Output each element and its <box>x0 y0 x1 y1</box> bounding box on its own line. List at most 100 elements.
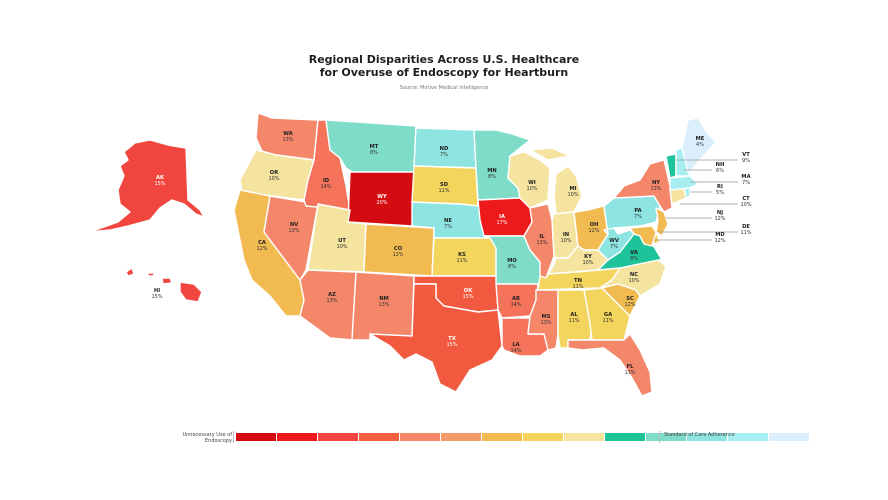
state-AZ[interactable] <box>299 269 357 341</box>
state-label-nv: NV <box>290 222 298 228</box>
state-label-ok: OK <box>464 288 473 294</box>
state-value-ms: 13% <box>540 320 551 326</box>
state-value-nc: 10% <box>628 278 639 284</box>
state-label-ri: RI <box>717 184 723 190</box>
legend-swatch <box>523 433 563 441</box>
state-value-nj: 12% <box>714 216 725 222</box>
state-value-wi: 10% <box>526 186 537 192</box>
state-value-vt: 9% <box>742 158 750 164</box>
state-ME[interactable] <box>681 117 717 173</box>
state-value-ak: 15% <box>154 181 165 187</box>
legend-swatch <box>359 433 399 441</box>
state-value-wy: 20% <box>376 200 387 206</box>
state-value-mn: 8% <box>488 174 496 180</box>
state-value-al: 11% <box>568 318 579 324</box>
state-label-nd: ND <box>440 146 449 152</box>
state-label-nj: NJ <box>717 210 723 216</box>
state-value-or: 10% <box>268 176 279 182</box>
state-value-tn: 11% <box>572 284 583 290</box>
source-caption: Source: Motive Medical Intelligence <box>399 85 489 91</box>
state-value-ar: 14% <box>510 302 521 308</box>
state-WV[interactable] <box>597 227 635 261</box>
state-value-nh: 6% <box>716 168 724 174</box>
state-MA[interactable] <box>669 175 699 191</box>
legend-swatch <box>318 433 358 441</box>
state-label-sc: SC <box>626 296 634 302</box>
state-label-me: ME <box>696 136 705 142</box>
state-label-mi: MI <box>569 186 576 192</box>
state-label-tn: TN <box>574 278 582 284</box>
state-value-ut: 10% <box>336 244 347 250</box>
title-line-1: Regional Disparities Across U.S. Healthc… <box>308 53 580 66</box>
state-value-wv: 7% <box>610 244 618 250</box>
state-label-ct: CT <box>742 196 750 202</box>
state-MD[interactable] <box>629 225 657 247</box>
state-label-ut: UT <box>338 238 346 244</box>
state-value-me: 4% <box>696 142 704 148</box>
state-value-pa: 7% <box>634 214 642 220</box>
state-value-ga: 11% <box>602 318 613 324</box>
legend-left-label: Unnecessary Use of Endoscopy <box>182 432 232 444</box>
state-value-ok: 15% <box>462 294 473 300</box>
chart-title: Regional Disparities Across U.S. Healthc… <box>0 53 888 79</box>
legend-swatch <box>441 433 481 441</box>
state-value-ny: 13% <box>650 186 661 192</box>
state-value-id: 14% <box>320 184 331 190</box>
legend-swatch <box>728 433 768 441</box>
state-value-sd: 11% <box>438 188 449 194</box>
state-label-hi: HI <box>154 288 160 294</box>
legend: Unnecessary Use of Endoscopy Standard of… <box>160 430 809 450</box>
legend-swatch <box>482 433 522 441</box>
state-value-tx: 15% <box>446 342 457 348</box>
state-NJ[interactable] <box>655 207 669 237</box>
state-label-id: ID <box>323 178 330 184</box>
state-WI[interactable] <box>507 151 551 209</box>
legend-swatch <box>236 433 276 441</box>
state-label-ms: MS <box>542 314 551 320</box>
legend-swatch <box>400 433 440 441</box>
state-value-mi: 10% <box>567 192 578 198</box>
state-label-tx: TX <box>448 336 456 342</box>
state-label-nc: NC <box>630 272 638 278</box>
legend-swatch <box>277 433 317 441</box>
state-value-sc: 12% <box>624 302 635 308</box>
legend-swatch <box>564 433 604 441</box>
state-label-ny: NY <box>652 180 660 186</box>
state-label-ia: IA <box>499 214 505 220</box>
state-value-ia: 17% <box>496 220 507 226</box>
state-label-ma: MA <box>741 174 750 180</box>
state-value-fl: 13% <box>624 370 635 376</box>
state-FL[interactable] <box>567 333 653 397</box>
legend-swatch <box>605 433 645 441</box>
state-label-ca: CA <box>258 240 266 246</box>
legend-tick-left <box>233 431 234 443</box>
state-label-ky: KY <box>584 254 592 260</box>
state-label-sd: SD <box>440 182 449 188</box>
state-label-al: AL <box>570 312 578 318</box>
state-label-in: IN <box>563 232 569 238</box>
state-label-vt: VT <box>742 152 750 158</box>
legend-right-label: Standard of Care Adherence <box>664 432 735 438</box>
state-value-az: 13% <box>326 298 337 304</box>
state-value-ct: 10% <box>740 202 751 208</box>
state-value-ma: 7% <box>742 180 750 186</box>
state-value-ri: 5% <box>716 190 724 196</box>
legend-swatch <box>769 433 809 441</box>
state-value-wa: 13% <box>282 137 293 143</box>
state-label-az: AZ <box>328 292 336 298</box>
state-label-wv: WV <box>609 238 619 244</box>
state-label-la: LA <box>512 342 519 348</box>
state-value-mo: 8% <box>508 264 516 270</box>
state-label-ks: KS <box>458 252 466 258</box>
state-NH[interactable] <box>675 147 691 177</box>
state-AK[interactable] <box>89 139 205 233</box>
state-value-il: 13% <box>536 240 547 246</box>
state-label-pa: PA <box>634 208 641 214</box>
state-MI[interactable] <box>529 147 583 215</box>
state-label-md: MD <box>715 232 725 238</box>
state-HI[interactable] <box>125 267 203 303</box>
state-TX[interactable] <box>369 283 503 393</box>
state-value-oh: 12% <box>588 228 599 234</box>
state-IA[interactable] <box>477 197 533 237</box>
